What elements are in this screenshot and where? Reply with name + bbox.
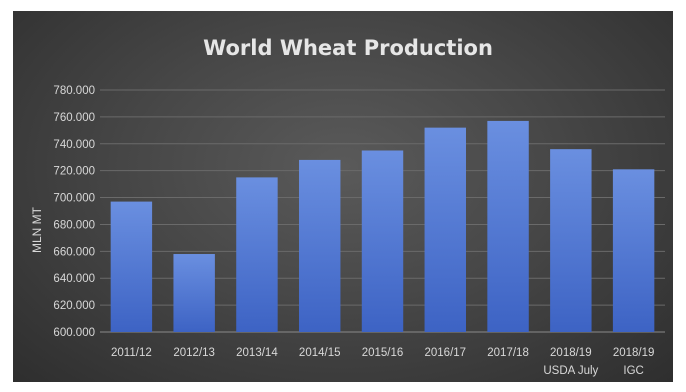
- y-tick-label: 720.000: [53, 166, 95, 178]
- x-tick-label: USDA July: [543, 365, 598, 377]
- y-tick-label: 760.000: [53, 112, 95, 124]
- bar: [110, 201, 153, 332]
- chart-title: World Wheat Production: [203, 36, 493, 60]
- bar: [173, 254, 215, 332]
- bar: [361, 150, 404, 332]
- x-tick-label: 2012/13: [173, 347, 215, 359]
- y-tick-label: 740.000: [53, 139, 95, 151]
- x-tick-label: 2015/16: [362, 347, 404, 359]
- bar: [299, 159, 341, 332]
- x-tick-labels: 2011/12 2012/13 2013/14 2014/15 2015/16 2016/…: [111, 347, 654, 377]
- bar: [487, 120, 529, 332]
- bar: [236, 177, 278, 332]
- x-tick-label: 2014/15: [299, 347, 341, 359]
- x-tick-label: 2013/14: [236, 347, 278, 359]
- chart-frame: World Wheat Production MLN MT 600.000 620…: [13, 11, 673, 382]
- bar: [612, 169, 655, 332]
- x-tick-label: 2016/17: [424, 347, 466, 359]
- x-tick-label: 2011/12: [111, 347, 152, 359]
- y-tick-label: 600.000: [53, 327, 95, 339]
- y-tick-label: 640.000: [53, 273, 95, 285]
- bars: [110, 120, 655, 333]
- bar-chart: World Wheat Production MLN MT 600.000 620…: [30, 36, 665, 377]
- y-tick-label: 620.000: [53, 300, 95, 312]
- y-tick-label: 700.000: [53, 193, 95, 205]
- x-tick-label: 2018/19: [550, 347, 592, 359]
- x-tick-label: 2017/18: [487, 347, 529, 359]
- y-tick-label: 660.000: [53, 246, 95, 258]
- x-tick-label: IGC: [623, 365, 643, 377]
- y-axis-title: MLN MT: [30, 206, 44, 253]
- bar: [424, 127, 466, 333]
- y-tick-label: 780.000: [53, 85, 95, 97]
- x-tick-label: 2018/19: [613, 347, 655, 359]
- y-tick-label: 680.000: [53, 219, 95, 231]
- y-tick-labels: 600.000 620.000 640.000 660.000 680.000 700.0…: [53, 85, 95, 339]
- bar: [550, 149, 592, 332]
